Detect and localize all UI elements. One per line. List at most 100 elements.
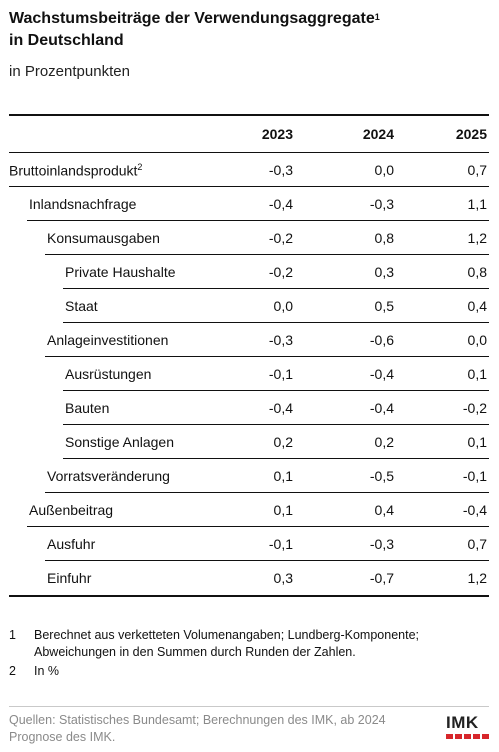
value-cell-2025: 1,2 <box>467 230 487 246</box>
row-label-text: Einfuhr <box>47 570 92 586</box>
logo-text: IMK <box>446 713 479 732</box>
row-label-text: Vorratsveränderung <box>47 468 170 484</box>
value-cell-2025: 0,1 <box>467 434 487 450</box>
table-header: 2023 2024 2025 <box>9 116 489 152</box>
subtitle: in Prozentpunkten <box>9 63 130 80</box>
header-label-cell <box>9 116 179 152</box>
row-label: Sonstige Anlagen <box>9 434 179 450</box>
table-row: Ausfuhr -0,1 -0,3 0,7 <box>9 527 489 561</box>
value-cell-2025: 0,4 <box>467 298 487 314</box>
row-label: Inlandsnachfrage <box>9 196 179 212</box>
row-divider <box>27 526 489 527</box>
value-cell-2023: 0,1 <box>273 468 293 484</box>
value-cell-2024: 0,0 <box>374 162 394 178</box>
footnote-2: 2 In % <box>9 663 474 680</box>
row-label-text: Ausfuhr <box>47 536 96 552</box>
row-footnote-marker: 2 <box>137 161 143 172</box>
value-cell-2023: -0,1 <box>268 536 293 552</box>
row-divider <box>9 186 489 187</box>
title-line-2: in Deutschland <box>9 32 124 49</box>
value-cell-2025: 0,8 <box>467 264 487 280</box>
value-cell-2024: 0,2 <box>374 434 394 450</box>
table-top-rule <box>9 114 489 116</box>
row-label: Einfuhr <box>9 570 179 586</box>
title-footnote-marker: 1 <box>374 12 380 22</box>
value-cell-2025: 1,1 <box>467 196 487 212</box>
table-row: Staat 0,0 0,5 0,4 <box>9 289 489 323</box>
header-year-2025: 2025 <box>455 126 487 142</box>
row-label-text: Sonstige Anlagen <box>65 434 174 450</box>
row-divider <box>45 254 489 255</box>
table-row: Sonstige Anlagen 0,2 0,2 0,1 <box>9 425 489 459</box>
row-label: Staat <box>9 298 179 314</box>
title-line-1: Wachstumsbeiträge der Verwendungsaggrega… <box>9 10 375 27</box>
value-cell-2023: -0,3 <box>268 162 293 178</box>
table-row: Bruttoinlandsprodukt2 -0,3 0,0 0,7 <box>9 153 489 187</box>
value-cell-2024: -0,7 <box>369 570 394 586</box>
value-cell-2025: 0,1 <box>467 366 487 382</box>
table-row: Ausrüstungen -0,1 -0,4 0,1 <box>9 357 489 391</box>
row-label: Private Haushalte <box>9 264 179 280</box>
row-divider <box>63 424 489 425</box>
value-cell-2025: -0,4 <box>462 502 487 518</box>
row-label-text: Ausrüstungen <box>65 366 152 382</box>
footnote-text: In % <box>34 664 60 678</box>
row-divider <box>45 560 489 561</box>
value-cell-2024: 0,3 <box>374 264 394 280</box>
row-divider <box>63 458 489 459</box>
row-divider <box>27 220 489 221</box>
value-cell-2023: -0,4 <box>268 400 293 416</box>
row-label-text: Bauten <box>65 400 110 416</box>
row-divider <box>63 390 489 391</box>
value-cell-2023: 0,2 <box>273 434 293 450</box>
footnote-text: Berechnet aus verketteten Volumenangaben… <box>34 628 419 659</box>
header-year-2023: 2023 <box>261 126 293 142</box>
footnote-marker: 2 <box>9 664 16 678</box>
value-cell-2025: 0,7 <box>467 162 487 178</box>
row-label: Bauten <box>9 400 179 416</box>
row-label: Bruttoinlandsprodukt2 <box>9 162 179 179</box>
imk-logo: IMK <box>446 713 489 739</box>
row-label: Anlageinvestitionen <box>9 332 179 348</box>
row-label: Ausfuhr <box>9 536 179 552</box>
value-cell-2023: -0,2 <box>268 264 293 280</box>
value-cell-2024: -0,4 <box>369 366 394 382</box>
table-bottom-rule <box>9 595 489 597</box>
row-label-text: Inlandsnachfrage <box>29 196 137 212</box>
value-cell-2024: -0,3 <box>369 196 394 212</box>
logo-stripe <box>446 734 489 739</box>
row-divider <box>45 492 489 493</box>
row-label-text: Anlageinvestitionen <box>47 332 169 348</box>
sources-divider <box>9 706 489 707</box>
value-cell-2023: 0,0 <box>273 298 293 314</box>
header-year-2024: 2024 <box>362 126 394 142</box>
value-cell-2024: 0,5 <box>374 298 394 314</box>
table-row: Bauten -0,4 -0,4 -0,2 <box>9 391 489 425</box>
value-cell-2024: 0,4 <box>374 502 394 518</box>
value-cell-2024: -0,3 <box>369 536 394 552</box>
row-label-text: Staat <box>65 298 98 314</box>
table-row: Einfuhr 0,3 -0,7 1,2 <box>9 561 489 595</box>
value-cell-2024: -0,4 <box>369 400 394 416</box>
table-header-rule <box>9 152 489 153</box>
value-cell-2023: -0,2 <box>268 230 293 246</box>
page-title: Wachstumsbeiträge der Verwendungsaggrega… <box>9 8 380 52</box>
table-body: Bruttoinlandsprodukt2 -0,3 0,0 0,7 Inlandsna… <box>9 153 489 595</box>
row-label: Außenbeitrag <box>9 502 179 518</box>
table-row: Private Haushalte -0,2 0,3 0,8 <box>9 255 489 289</box>
row-label-text: Konsumausgaben <box>47 230 160 246</box>
sources-note: Quellen: Statistisches Bundesamt; Berech… <box>9 713 386 744</box>
value-cell-2023: 0,1 <box>273 502 293 518</box>
table-row: Anlageinvestitionen -0,3 -0,6 0,0 <box>9 323 489 357</box>
row-divider <box>63 322 489 323</box>
value-cell-2023: 0,3 <box>273 570 293 586</box>
footnote-1: 1 Berechnet aus verketteten Volumenangab… <box>9 627 474 661</box>
row-label-text: Private Haushalte <box>65 264 176 280</box>
row-label-text: Bruttoinlandsprodukt <box>9 162 138 179</box>
row-label: Ausrüstungen <box>9 366 179 382</box>
value-cell-2025: 1,2 <box>467 570 487 586</box>
table-row: Konsumausgaben -0,2 0,8 1,2 <box>9 221 489 255</box>
value-cell-2023: -0,4 <box>268 196 293 212</box>
row-divider <box>45 356 489 357</box>
value-cell-2025: -0,2 <box>462 400 487 416</box>
